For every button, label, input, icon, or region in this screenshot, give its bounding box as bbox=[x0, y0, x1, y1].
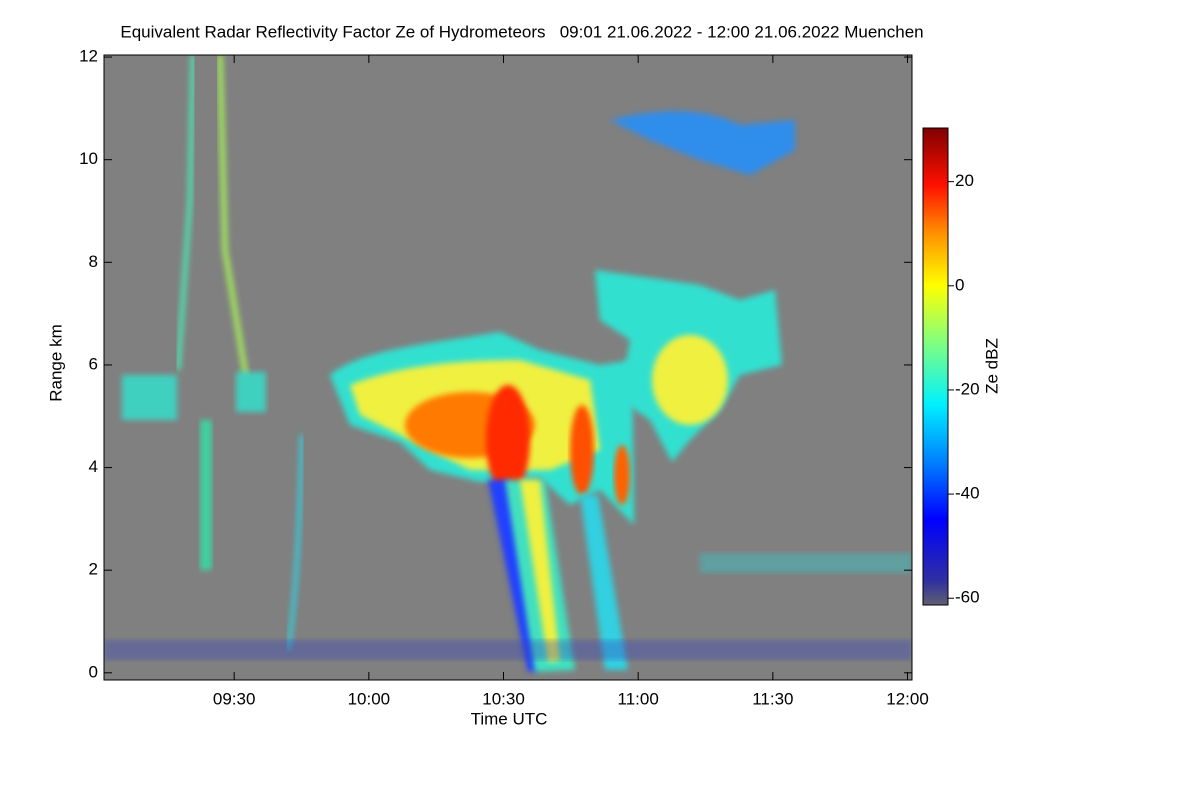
echo bbox=[236, 372, 266, 412]
echo bbox=[614, 445, 630, 505]
echo bbox=[486, 385, 530, 495]
x-tick-label: 10:30 bbox=[482, 689, 525, 708]
y-tick-label: 12 bbox=[79, 47, 98, 66]
echo bbox=[286, 434, 304, 651]
y-tick-label: 10 bbox=[79, 149, 98, 168]
echo bbox=[700, 553, 912, 573]
echo bbox=[652, 335, 728, 425]
colorbar-label: Ze dBZ bbox=[982, 338, 1001, 394]
colorbar-tick-label: -20 bbox=[955, 379, 980, 398]
echo bbox=[488, 480, 540, 672]
echo bbox=[570, 405, 594, 495]
colorbar-tick-label: 20 bbox=[955, 171, 974, 190]
echo bbox=[520, 480, 560, 662]
colorbar-tick-label: 0 bbox=[955, 275, 964, 294]
plot-frame bbox=[103, 54, 913, 681]
x-axis-label: Time UTC bbox=[471, 709, 548, 728]
x-tick-label: 10:00 bbox=[348, 689, 391, 708]
echo bbox=[175, 55, 196, 371]
y-axis-label: Range km bbox=[46, 324, 65, 401]
echo bbox=[200, 420, 212, 570]
y-tick-label: 4 bbox=[89, 457, 98, 476]
chart-title: Equivalent Radar Reflectivity Factor Ze … bbox=[120, 22, 923, 41]
y-tick-label: 8 bbox=[89, 252, 98, 271]
x-tick-label: 11:00 bbox=[618, 689, 659, 708]
echo bbox=[122, 375, 177, 420]
colorbar bbox=[922, 127, 949, 606]
echo-field bbox=[104, 55, 912, 672]
echo bbox=[580, 495, 628, 670]
colorbar-tick-label: -60 bbox=[955, 588, 980, 607]
echo bbox=[104, 640, 912, 660]
y-tick-label: 2 bbox=[89, 560, 98, 579]
colorbar-tick-label: -40 bbox=[955, 484, 980, 503]
x-tick-label: 09:30 bbox=[213, 689, 256, 708]
echo bbox=[217, 55, 251, 391]
x-tick-label: 11:30 bbox=[752, 689, 793, 708]
echo bbox=[610, 111, 795, 175]
x-tick-label: 12:00 bbox=[886, 689, 929, 708]
y-tick-label: 6 bbox=[89, 354, 98, 373]
y-tick-label: 0 bbox=[89, 662, 98, 681]
